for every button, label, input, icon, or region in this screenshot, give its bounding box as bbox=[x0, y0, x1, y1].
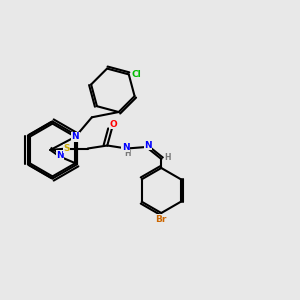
Text: H: H bbox=[124, 149, 130, 158]
Text: O: O bbox=[110, 120, 117, 129]
Text: N: N bbox=[72, 132, 79, 141]
Text: S: S bbox=[64, 144, 70, 153]
Text: Br: Br bbox=[156, 214, 167, 224]
Text: Cl: Cl bbox=[131, 70, 141, 79]
Text: N: N bbox=[122, 142, 129, 152]
Text: N: N bbox=[56, 151, 64, 160]
Text: N: N bbox=[144, 141, 152, 150]
Text: H: H bbox=[165, 153, 171, 162]
